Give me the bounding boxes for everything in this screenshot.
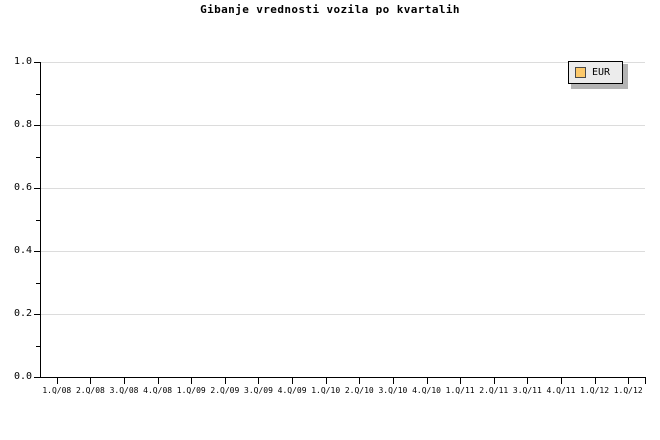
x-axis-tick	[225, 378, 226, 384]
gridline	[40, 125, 645, 126]
x-axis-tick	[427, 378, 428, 384]
y-axis-label: 1.0	[13, 56, 32, 67]
x-axis-tick	[359, 378, 360, 384]
x-axis-line	[40, 377, 646, 378]
x-axis-tick	[628, 378, 629, 384]
y-axis-tick	[34, 125, 40, 126]
x-axis-tick	[645, 378, 646, 384]
y-axis-minor-tick	[36, 345, 40, 347]
y-axis-tick	[34, 62, 40, 63]
x-axis-tick	[292, 378, 293, 384]
legend-swatch-eur	[575, 67, 586, 78]
x-axis-label: 3.Q/08	[109, 386, 139, 395]
y-axis-minor-tick	[36, 93, 40, 95]
x-axis-label: 3.Q/10	[378, 386, 408, 395]
x-axis-tick	[158, 378, 159, 384]
x-axis-label: 2.Q/08	[75, 386, 105, 395]
x-axis-label: 1.Q/12	[613, 386, 643, 395]
y-axis-tick	[34, 377, 40, 378]
x-axis-tick	[191, 378, 192, 384]
x-axis-label: 1.Q/11	[445, 386, 475, 395]
x-axis-tick	[124, 378, 125, 384]
x-axis-tick	[595, 378, 596, 384]
x-axis-tick	[494, 378, 495, 384]
x-axis-label: 2.Q/09	[210, 386, 240, 395]
x-axis-label: 4.Q/09	[277, 386, 307, 395]
legend[interactable]: EUR	[568, 61, 623, 84]
x-axis-tick	[393, 378, 394, 384]
y-axis-minor-tick	[36, 156, 40, 158]
y-axis-label: 0.4	[13, 245, 32, 256]
x-axis-label: 2.Q/11	[479, 386, 509, 395]
gridline	[40, 251, 645, 252]
y-axis-label: 0.2	[13, 308, 32, 319]
x-axis-tick	[326, 378, 327, 384]
x-axis-tick	[527, 378, 528, 384]
x-axis-tick	[258, 378, 259, 384]
gridline	[40, 188, 645, 189]
x-axis-label: 1.Q/10	[311, 386, 341, 395]
y-axis-label: 0.0	[13, 371, 32, 382]
x-axis-label: 2.Q/10	[344, 386, 374, 395]
x-axis-label: 4.Q/11	[546, 386, 576, 395]
x-axis-tick	[561, 378, 562, 384]
gridline	[40, 62, 645, 63]
x-axis-label: 3.Q/11	[512, 386, 542, 395]
y-axis-label: 0.8	[13, 119, 32, 130]
y-axis-tick	[34, 188, 40, 189]
x-axis-tick	[57, 378, 58, 384]
legend-label-eur: EUR	[592, 66, 611, 78]
y-axis-tick	[34, 251, 40, 252]
y-axis-minor-tick	[36, 282, 40, 284]
chart-title: Gibanje vrednosti vozila po kvartalih	[200, 3, 460, 16]
x-axis-label: 4.Q/10	[412, 386, 441, 395]
x-axis-tick	[460, 378, 461, 384]
plot-area	[40, 62, 645, 377]
x-axis-tick	[90, 378, 91, 384]
x-axis-label: 3.Q/09	[244, 386, 273, 395]
x-axis-label: 1.Q/09	[176, 386, 206, 395]
y-axis-minor-tick	[36, 219, 40, 221]
gridline	[40, 314, 645, 315]
x-axis-label: 4.Q/08	[143, 386, 173, 395]
x-axis-label: 1.Q/12	[580, 386, 610, 395]
y-axis-line	[40, 62, 41, 378]
y-axis-tick	[34, 314, 40, 315]
x-axis-label: 1.Q/08	[42, 386, 72, 395]
y-axis-label: 0.6	[13, 182, 32, 193]
